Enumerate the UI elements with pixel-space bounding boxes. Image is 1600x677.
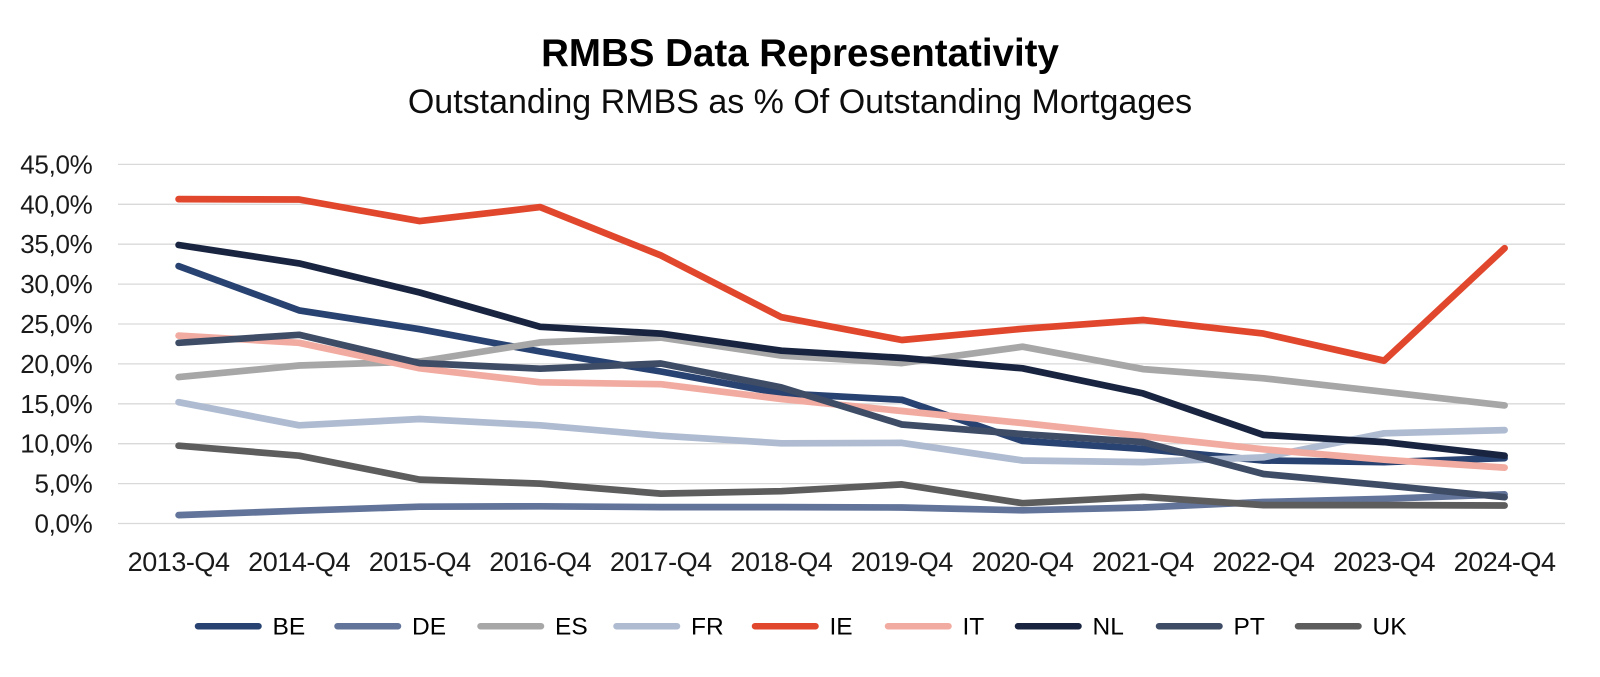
svg-text:45,0%: 45,0% xyxy=(20,149,92,179)
svg-text:2015-Q4: 2015-Q4 xyxy=(369,547,471,577)
svg-text:30,0%: 30,0% xyxy=(20,269,92,299)
svg-text:2021-Q4: 2021-Q4 xyxy=(1092,547,1194,577)
svg-text:RMBS Data Representativity: RMBS Data Representativity xyxy=(541,32,1059,75)
svg-text:2022-Q4: 2022-Q4 xyxy=(1213,547,1315,577)
svg-text:2016-Q4: 2016-Q4 xyxy=(489,547,591,577)
svg-text:15,0%: 15,0% xyxy=(20,389,92,419)
svg-text:FR: FR xyxy=(691,614,724,641)
svg-text:NL: NL xyxy=(1093,614,1124,641)
svg-text:5,0%: 5,0% xyxy=(34,469,92,499)
svg-text:2017-Q4: 2017-Q4 xyxy=(610,547,712,577)
svg-text:0,0%: 0,0% xyxy=(34,509,92,539)
svg-text:25,0%: 25,0% xyxy=(20,309,92,339)
svg-text:IE: IE xyxy=(830,614,853,641)
svg-text:2020-Q4: 2020-Q4 xyxy=(972,547,1074,577)
svg-text:ES: ES xyxy=(555,614,588,641)
svg-text:IT: IT xyxy=(963,614,985,641)
svg-text:40,0%: 40,0% xyxy=(20,189,92,219)
svg-text:BE: BE xyxy=(273,614,306,641)
svg-text:10,0%: 10,0% xyxy=(20,429,92,459)
svg-text:2014-Q4: 2014-Q4 xyxy=(248,547,350,577)
svg-text:Outstanding RMBS as % Of Outst: Outstanding RMBS as % Of Outstanding Mor… xyxy=(408,83,1192,121)
svg-text:UK: UK xyxy=(1373,614,1408,641)
svg-text:2013-Q4: 2013-Q4 xyxy=(128,547,230,577)
svg-text:2024-Q4: 2024-Q4 xyxy=(1454,547,1556,577)
svg-text:35,0%: 35,0% xyxy=(20,229,92,259)
svg-text:2018-Q4: 2018-Q4 xyxy=(730,547,832,577)
svg-text:2023-Q4: 2023-Q4 xyxy=(1333,547,1435,577)
svg-text:PT: PT xyxy=(1234,614,1265,641)
svg-text:20,0%: 20,0% xyxy=(20,349,92,379)
svg-text:2019-Q4: 2019-Q4 xyxy=(851,547,953,577)
svg-text:DE: DE xyxy=(412,614,446,641)
